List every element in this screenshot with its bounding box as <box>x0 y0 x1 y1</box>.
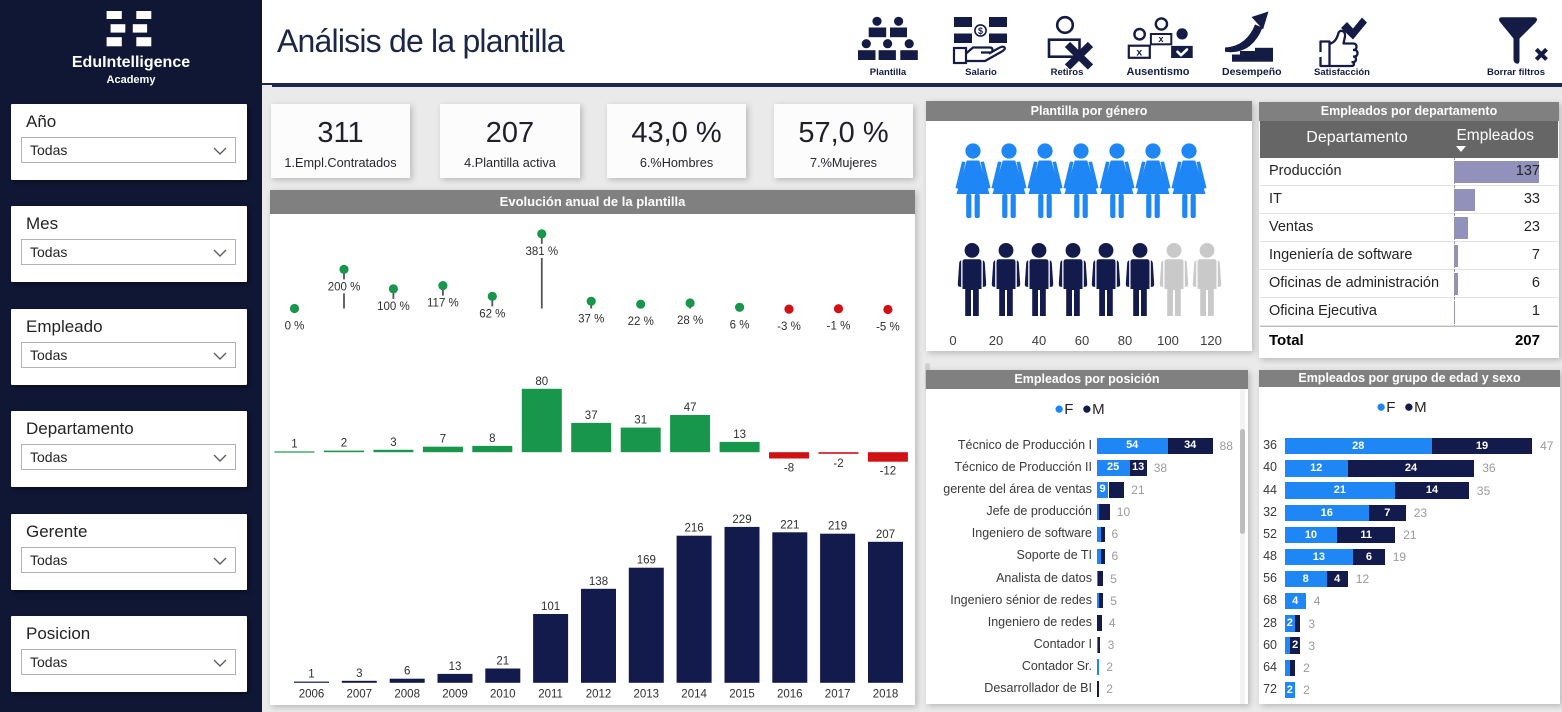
svg-text:2014: 2014 <box>681 689 707 701</box>
svg-text:221: 221 <box>780 519 799 531</box>
svg-text:100 %: 100 % <box>377 301 410 313</box>
svg-text:381 %: 381 % <box>525 246 558 258</box>
svg-text:100: 100 <box>1157 333 1179 348</box>
svg-text:1: 1 <box>291 438 297 450</box>
svg-text:47: 47 <box>684 402 697 414</box>
svg-text:207: 207 <box>876 529 895 541</box>
svg-text:229: 229 <box>732 514 751 526</box>
svg-text:120: 120 <box>1200 333 1222 348</box>
svg-text:22 %: 22 % <box>628 316 654 328</box>
svg-text:2: 2 <box>341 438 347 450</box>
svg-text:3: 3 <box>356 668 362 680</box>
svg-text:-12: -12 <box>880 466 897 478</box>
svg-text:2016: 2016 <box>777 689 803 701</box>
svg-text:169: 169 <box>637 555 656 567</box>
svg-text:13: 13 <box>733 429 746 441</box>
svg-text:2008: 2008 <box>394 689 420 701</box>
svg-text:6 %: 6 % <box>730 319 750 331</box>
svg-text:x: x <box>1136 46 1142 58</box>
svg-text:-5 %: -5 % <box>876 322 900 334</box>
svg-text:2007: 2007 <box>347 689 373 701</box>
svg-text:8: 8 <box>489 433 495 445</box>
svg-text:216: 216 <box>685 523 704 535</box>
svg-text:2011: 2011 <box>538 689 563 701</box>
svg-text:37 %: 37 % <box>578 313 604 325</box>
svg-text:117 %: 117 % <box>427 298 459 310</box>
svg-text:21: 21 <box>496 656 509 668</box>
svg-text:1: 1 <box>308 669 314 681</box>
svg-text:2015: 2015 <box>729 689 755 701</box>
svg-text:62 %: 62 % <box>479 308 505 320</box>
svg-text:2017: 2017 <box>825 689 851 701</box>
svg-text:31: 31 <box>634 415 647 427</box>
svg-text:80: 80 <box>535 376 548 388</box>
svg-text:13: 13 <box>449 661 462 673</box>
svg-text:0: 0 <box>949 333 956 348</box>
svg-text:2009: 2009 <box>442 689 468 701</box>
svg-text:200 %: 200 % <box>328 281 361 293</box>
svg-text:2012: 2012 <box>586 689 612 701</box>
svg-text:2006: 2006 <box>299 689 325 701</box>
svg-text:-1 %: -1 % <box>827 321 851 333</box>
svg-text:28 %: 28 % <box>677 315 703 327</box>
svg-text:7: 7 <box>440 434 446 446</box>
svg-text:$: $ <box>978 26 983 36</box>
svg-text:2013: 2013 <box>634 689 660 701</box>
svg-text:0 %: 0 % <box>285 321 305 333</box>
svg-text:37: 37 <box>585 410 598 422</box>
svg-text:80: 80 <box>1118 333 1132 348</box>
svg-text:138: 138 <box>589 576 608 588</box>
svg-text:3: 3 <box>390 437 396 449</box>
svg-text:-8: -8 <box>784 463 794 475</box>
svg-text:101: 101 <box>541 601 560 613</box>
svg-text:2018: 2018 <box>873 689 899 701</box>
svg-text:20: 20 <box>989 333 1003 348</box>
svg-text:6: 6 <box>404 666 410 678</box>
svg-text:2010: 2010 <box>490 689 516 701</box>
svg-text:-2: -2 <box>833 458 843 470</box>
svg-text:60: 60 <box>1075 333 1089 348</box>
svg-text:x: x <box>1158 34 1163 44</box>
svg-text:40: 40 <box>1032 333 1046 348</box>
svg-text:219: 219 <box>828 521 847 533</box>
svg-text:-3 %: -3 % <box>777 321 801 333</box>
